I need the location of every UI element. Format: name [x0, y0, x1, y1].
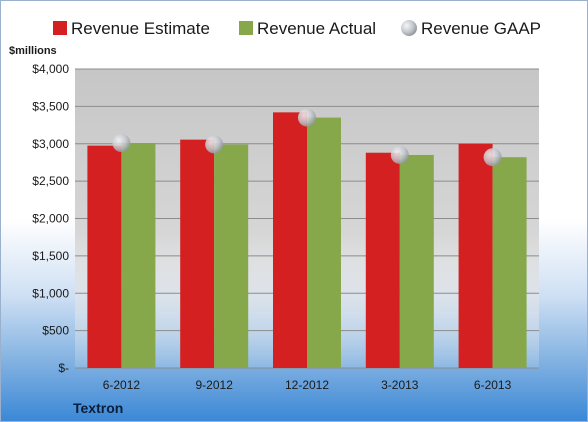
legend: Revenue Estimate Revenue Actual Revenue … — [53, 19, 541, 38]
x-axis-ticks: 6-2012 9-2012 12-2012 3-2013 6-2013 — [103, 378, 512, 392]
legend-label-revenue-actual: Revenue Actual — [257, 19, 376, 38]
y-tick-label: $2,500 — [32, 174, 69, 188]
y-tick-label: $500 — [42, 324, 69, 338]
company-label: Textron — [73, 400, 123, 416]
x-tick-label: 12-2012 — [285, 378, 329, 392]
bar-revenue-estimate — [273, 112, 307, 368]
legend-marker-revenue-gaap — [401, 20, 417, 36]
legend-swatch-revenue-actual — [239, 21, 253, 35]
bar-revenue-estimate — [458, 143, 493, 368]
x-tick-label: 6-2012 — [103, 378, 141, 392]
gaap-markers — [112, 108, 502, 167]
marker-revenue-gaap — [298, 108, 316, 127]
x-tick-label: 3-2013 — [381, 378, 419, 392]
marker-revenue-gaap — [483, 148, 502, 167]
x-tick-label: 9-2012 — [196, 378, 234, 392]
bar-revenue-actual — [307, 117, 341, 369]
bar-revenue-actual — [121, 143, 156, 368]
y-tick-label: $2,000 — [32, 212, 69, 226]
marker-revenue-gaap — [205, 135, 224, 154]
y-axis-ticks: $- $500 $1,000 $1,500 $2,000 $2,500 $3,000 $3,5… — [32, 62, 69, 375]
bars — [87, 112, 527, 369]
marker-revenue-gaap — [390, 145, 409, 164]
bar-revenue-actual — [492, 157, 527, 368]
y-tick-label: $1,500 — [32, 249, 69, 263]
y-tick-label: $- — [58, 361, 69, 375]
y-tick-label: $1,000 — [32, 286, 69, 300]
bar-revenue-estimate — [365, 152, 400, 368]
y-tick-label: $4,000 — [32, 62, 69, 76]
y-tick-label: $3,000 — [32, 137, 69, 151]
bar-revenue-estimate — [180, 139, 215, 368]
y-tick-label: $3,500 — [32, 99, 69, 113]
bar-revenue-actual — [214, 144, 249, 368]
legend-swatch-revenue-estimate — [53, 21, 67, 35]
y-axis-unit-label: $millions — [9, 45, 57, 57]
legend-label-revenue-estimate: Revenue Estimate — [71, 19, 210, 38]
bar-revenue-actual — [399, 154, 434, 368]
x-tick-label: 6-2013 — [474, 378, 512, 392]
legend-label-revenue-gaap: Revenue GAAP — [421, 19, 541, 38]
marker-revenue-gaap — [112, 134, 131, 153]
bar-revenue-estimate — [87, 145, 122, 368]
